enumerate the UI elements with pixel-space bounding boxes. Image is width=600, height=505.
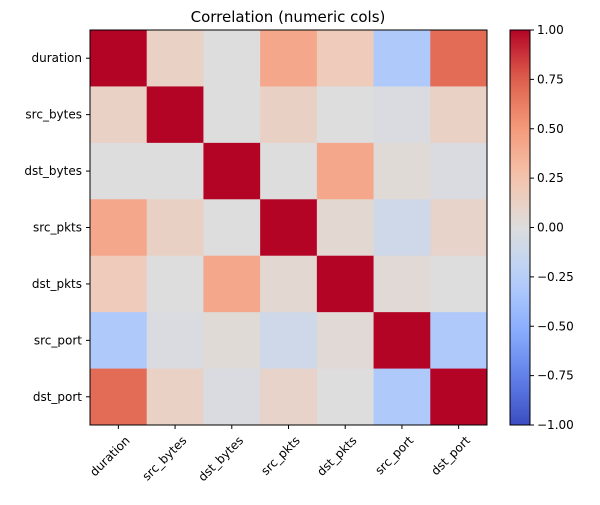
heatmap-cell-src_port-duration <box>90 312 148 370</box>
heatmap-cell-duration-src_bytes <box>146 30 204 87</box>
heatmap-cell-dst_pkts-dst_port <box>430 255 488 313</box>
heatmap-cell-duration-dst_pkts <box>316 30 375 87</box>
colorbar-tick-label: 0.75 <box>537 72 564 86</box>
y-axis: duration src_bytes dst_bytes src_pkts dst_pk… <box>24 51 90 404</box>
heatmap-cell-dst_pkts-src_pkts <box>260 255 318 313</box>
x-tick-label: dst_port <box>428 433 473 478</box>
y-tick-label: dst_pkts <box>32 277 82 291</box>
colorbar-tick-label: 0.25 <box>537 171 564 185</box>
heatmap-cell-dst_pkts-src_port <box>373 255 431 313</box>
heatmap-cell-dst_bytes-src_bytes <box>146 142 204 200</box>
heatmap-cell-src_port-dst_bytes <box>203 312 261 370</box>
heatmap-cell-src_port-dst_port <box>430 312 488 370</box>
heatmap-cell-src_port-dst_pkts <box>316 312 375 370</box>
heatmap-cell-dst_pkts-src_bytes <box>146 255 204 313</box>
heatmap-cell-src_port-src_port <box>373 312 431 370</box>
y-tick-label: duration <box>32 51 83 65</box>
heatmap-cell-src_pkts-dst_port <box>430 199 488 257</box>
y-tick-label: dst_bytes <box>24 164 82 178</box>
heatmap-cell-dst_bytes-duration <box>90 142 148 200</box>
y-tick-label: dst_port <box>33 390 82 404</box>
heatmap-cell-dst_port-dst_pkts <box>316 368 375 426</box>
heatmap-cell-dst_pkts-dst_bytes <box>203 255 261 313</box>
heatmap-cell-src_bytes-src_bytes <box>146 86 204 144</box>
heatmap-cell-src_bytes-dst_port <box>430 86 488 144</box>
heatmap-cell-src_pkts-src_port <box>373 199 431 257</box>
x-tick-label: src_port <box>372 433 416 477</box>
colorbar-tick-label: 0.50 <box>537 122 564 136</box>
x-tick-label: dst_pkts <box>314 433 359 478</box>
heatmap-cell-src_pkts-dst_bytes <box>203 199 261 257</box>
heatmap-cell-dst_bytes-dst_pkts <box>316 142 375 200</box>
heatmap-cell-src_bytes-dst_pkts <box>316 86 375 144</box>
colorbar-tick-label: −0.75 <box>537 369 574 383</box>
colorbar <box>510 30 530 425</box>
heatmap-cell-dst_port-dst_port <box>430 368 488 426</box>
heatmap-cell-src_pkts-src_pkts <box>260 199 318 257</box>
heatmap-cell-dst_port-src_pkts <box>260 368 318 426</box>
colorbar-tick-label: 1.00 <box>537 23 564 37</box>
heatmap-cell-dst_port-duration <box>90 368 148 426</box>
heatmap-cell-src_bytes-dst_bytes <box>203 86 261 144</box>
heatmap-cell-duration-src_port <box>373 30 431 87</box>
colorbar-tick-label: −1.00 <box>537 418 574 432</box>
heatmap-cell-src_bytes-duration <box>90 86 148 144</box>
heatmap-cell-src_port-src_pkts <box>260 312 318 370</box>
x-tick-label: dst_bytes <box>195 433 246 484</box>
x-tick-label: src_bytes <box>140 433 190 483</box>
heatmap-cell-duration-dst_bytes <box>203 30 261 87</box>
heatmap-cell-dst_port-dst_bytes <box>203 368 261 426</box>
colorbar-axis: −1.00 −0.75 −0.50 −0.25 0.00 0.25 0.50 0.75 1.00 <box>530 23 574 432</box>
heatmap-cell-duration-duration <box>90 30 148 87</box>
y-tick-label: src_pkts <box>33 221 82 235</box>
y-tick-label: src_bytes <box>25 108 82 122</box>
heatmap-cell-src_port-src_bytes <box>146 312 204 370</box>
heatmap-cell-dst_port-src_bytes <box>146 368 204 426</box>
heatmap-cell-dst_bytes-dst_port <box>430 142 488 200</box>
heatmap-cell-dst_pkts-duration <box>90 255 148 313</box>
heatmap-cell-src_bytes-src_pkts <box>260 86 318 144</box>
y-tick-label: src_port <box>34 333 82 347</box>
x-tick-label: duration <box>87 433 133 479</box>
heatmap-cell-dst_port-src_port <box>373 368 431 426</box>
heatmap-cell-src_pkts-src_bytes <box>146 199 204 257</box>
chart-title: Correlation (numeric cols) <box>191 8 386 26</box>
heatmap-cell-duration-dst_port <box>430 30 488 87</box>
x-tick-label: src_pkts <box>258 433 303 478</box>
colorbar-tick-label: 0.00 <box>537 221 564 235</box>
colorbar-tick-label: −0.25 <box>537 270 574 284</box>
heatmap-cell-src_pkts-dst_pkts <box>316 199 375 257</box>
heatmap-cell-dst_bytes-src_pkts <box>260 142 318 200</box>
heatmap-cell-dst_bytes-dst_bytes <box>203 142 261 200</box>
heatmap-cells <box>90 30 488 426</box>
heatmap-cell-dst_bytes-src_port <box>373 142 431 200</box>
heatmap-cell-dst_pkts-dst_pkts <box>316 255 375 313</box>
x-axis: duration src_bytes dst_bytes src_pkts dst_pk… <box>87 425 473 484</box>
heatmap-cell-src_pkts-duration <box>90 199 148 257</box>
colorbar-tick-label: −0.50 <box>537 319 574 333</box>
heatmap-cell-duration-src_pkts <box>260 30 318 87</box>
heatmap-cell-src_bytes-src_port <box>373 86 431 144</box>
